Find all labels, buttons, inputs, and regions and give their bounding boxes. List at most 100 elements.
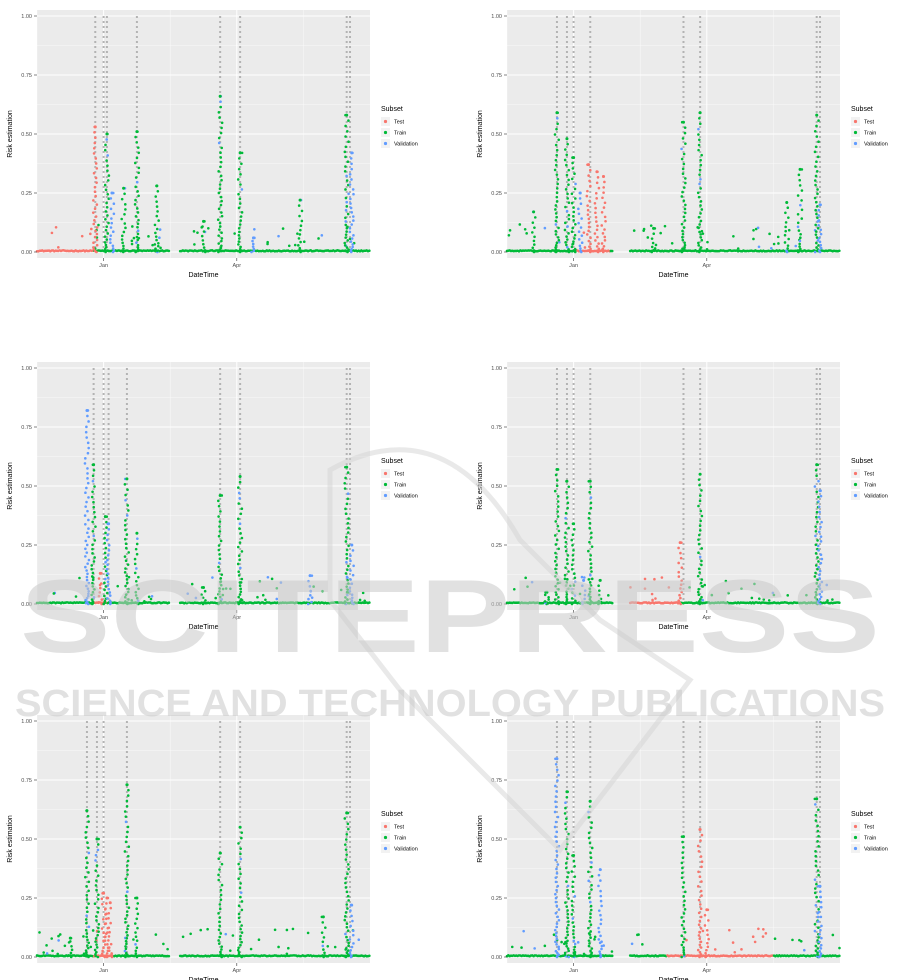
validation-point — [306, 602, 310, 606]
train-point — [219, 174, 223, 178]
train-point — [97, 906, 100, 910]
spike-train — [531, 210, 537, 254]
train-point — [239, 581, 243, 584]
test-point — [704, 951, 707, 955]
validation-point — [344, 932, 347, 936]
train-point — [125, 601, 129, 605]
train-point — [815, 598, 819, 601]
train-point — [346, 863, 350, 866]
train-point — [796, 212, 800, 216]
legend-key-train — [383, 482, 388, 487]
train-point — [166, 947, 169, 951]
test-point — [699, 946, 703, 949]
train-point — [700, 584, 704, 588]
y-tick-label: 0.00 — [21, 955, 32, 961]
train-point — [597, 602, 600, 606]
train-point — [698, 223, 701, 226]
test-point — [699, 927, 703, 930]
train-point — [566, 554, 570, 557]
validation-point — [86, 587, 90, 590]
test-point — [109, 942, 113, 946]
validation-point — [554, 784, 557, 788]
train-point — [697, 538, 700, 541]
validation-point — [554, 900, 558, 904]
train-point — [344, 196, 348, 200]
train-point — [752, 237, 755, 241]
train-point — [240, 931, 244, 934]
train-point — [698, 524, 702, 527]
train-point — [237, 842, 240, 845]
train-point — [557, 547, 561, 551]
train-point — [207, 226, 210, 230]
train-point — [814, 174, 818, 178]
spike-train — [217, 851, 224, 959]
train-point — [237, 946, 240, 950]
train-point — [94, 953, 97, 956]
validation-point — [813, 485, 817, 488]
validation-point — [220, 597, 224, 601]
validation-point — [350, 167, 353, 171]
train-point — [589, 923, 593, 927]
spike-max-point — [578, 191, 582, 195]
validation-point — [251, 242, 255, 246]
validation-point — [574, 182, 577, 186]
train-point — [298, 214, 301, 218]
train-point — [554, 208, 557, 211]
train-point — [103, 536, 106, 540]
train-point — [368, 249, 371, 253]
train-point — [92, 505, 96, 509]
train-point — [697, 600, 701, 603]
train-point — [87, 880, 91, 884]
test-point — [593, 202, 597, 205]
spike-max-point — [565, 137, 569, 141]
train-point — [573, 247, 577, 251]
train-point — [533, 216, 537, 219]
test-point — [107, 911, 111, 915]
validation-point — [87, 590, 90, 593]
train-point — [554, 244, 558, 247]
test-point — [740, 948, 743, 951]
train-point — [798, 242, 801, 246]
train-point — [122, 244, 125, 248]
train-point — [56, 952, 60, 956]
train-point — [523, 227, 527, 231]
validation-point — [308, 585, 312, 588]
validation-point — [819, 943, 823, 947]
test-point — [594, 191, 598, 195]
train-point — [339, 588, 343, 592]
train-point — [688, 586, 691, 589]
train-point — [137, 575, 140, 579]
validation-point — [86, 531, 89, 535]
train-point — [240, 550, 244, 553]
validation-point — [85, 486, 88, 490]
train-point — [155, 205, 159, 208]
train-point — [218, 187, 222, 191]
train-point — [92, 500, 95, 504]
train-point — [838, 249, 841, 253]
train-point — [815, 581, 819, 585]
train-point — [86, 944, 89, 947]
validation-point — [86, 451, 90, 455]
train-point — [697, 504, 700, 508]
test-point — [602, 191, 605, 194]
legend-key-train — [853, 482, 858, 487]
train-point — [571, 533, 575, 537]
train-point — [570, 870, 574, 873]
train-point — [582, 952, 586, 956]
train-point — [333, 945, 337, 949]
train-point — [710, 593, 714, 597]
train-point — [97, 223, 100, 227]
train-point — [557, 587, 560, 591]
spike-max-point — [68, 936, 72, 940]
validation-point — [816, 544, 820, 548]
spike-train — [83, 809, 91, 959]
train-point — [814, 854, 818, 858]
train-point — [564, 188, 568, 191]
train-point — [124, 546, 128, 550]
train-point — [554, 163, 558, 167]
spike-validation — [108, 191, 116, 254]
train-point — [93, 515, 97, 519]
train-point — [217, 548, 221, 552]
validation-point — [819, 494, 823, 498]
train-point — [816, 567, 819, 571]
